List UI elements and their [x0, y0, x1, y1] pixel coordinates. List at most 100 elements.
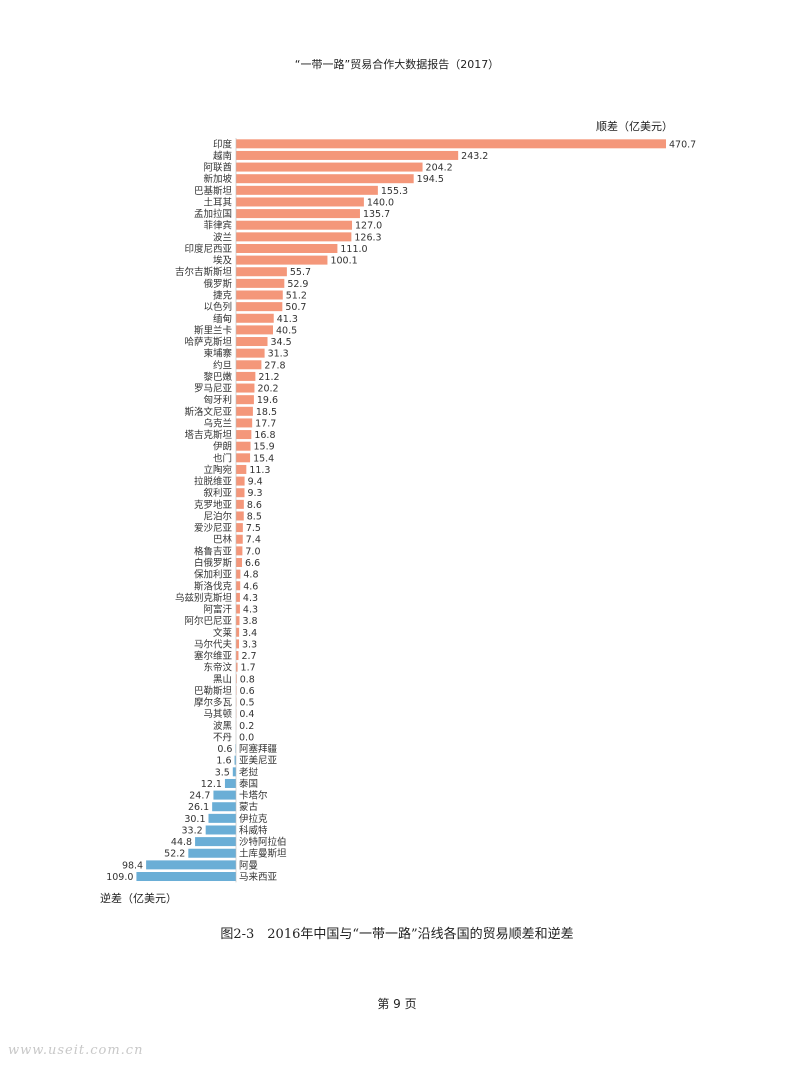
surplus-bar	[236, 616, 240, 626]
country-label: 克罗地亚	[194, 499, 233, 511]
value-label: 100.1	[330, 256, 357, 267]
country-label: 斯洛伐克	[194, 580, 233, 592]
surplus-bar	[236, 651, 239, 661]
country-label: 老挝	[239, 766, 259, 778]
value-label: 243.2	[461, 151, 488, 162]
surplus-bar	[236, 139, 666, 149]
country-label: 伊朗	[213, 441, 232, 453]
value-label: 26.1	[188, 802, 209, 813]
country-label: 泰国	[239, 778, 258, 790]
country-label: 波兰	[213, 231, 232, 243]
country-label: 叙利亚	[203, 487, 232, 499]
value-label: 21.2	[258, 372, 279, 383]
value-label: 2.7	[241, 651, 256, 662]
country-label: 乌克兰	[203, 417, 232, 429]
value-label: 470.7	[669, 139, 696, 150]
surplus-bar	[236, 627, 240, 637]
surplus-bar	[236, 639, 240, 649]
deficit-bar	[188, 848, 236, 858]
value-label: 34.5	[271, 337, 292, 348]
surplus-bar	[236, 430, 252, 440]
value-label: 52.9	[287, 279, 308, 290]
surplus-bar	[236, 476, 245, 486]
surplus-bar	[236, 418, 253, 428]
value-label: 4.6	[243, 581, 258, 592]
value-label: 7.4	[246, 535, 261, 546]
country-label: 孟加拉国	[194, 208, 232, 220]
value-label: 16.8	[254, 430, 275, 441]
surplus-bar	[236, 557, 243, 567]
value-label: 1.6	[216, 756, 231, 767]
value-label: 8.5	[247, 511, 262, 522]
value-label: 98.4	[122, 860, 143, 871]
surplus-bar	[236, 488, 245, 498]
surplus-bar	[236, 220, 353, 230]
deficit-bar	[232, 767, 236, 777]
country-label: 亚美尼亚	[239, 755, 278, 767]
country-label: 菲律宾	[203, 220, 232, 232]
country-label: 埃及	[213, 255, 233, 267]
country-label: 卡塔尔	[239, 790, 268, 802]
value-label: 135.7	[363, 209, 390, 220]
surplus-bar	[236, 499, 244, 509]
value-label: 155.3	[381, 186, 408, 197]
surplus-bar	[236, 150, 459, 160]
deficit-bar	[136, 872, 236, 882]
value-label: 18.5	[256, 407, 277, 418]
value-label: 3.3	[242, 639, 257, 650]
country-label: 马尔代夫	[194, 638, 233, 650]
surplus-bar	[236, 174, 414, 184]
country-label: 罗马尼亚	[194, 384, 233, 395]
surplus-bar	[236, 453, 251, 463]
country-label: 保加利亚	[194, 569, 233, 581]
surplus-bar	[236, 592, 240, 602]
surplus-bar	[236, 406, 253, 416]
value-label: 7.5	[246, 523, 261, 534]
value-label: 109.0	[106, 872, 133, 883]
country-label: 巴基斯坦	[194, 185, 233, 197]
value-label: 27.8	[264, 360, 285, 371]
country-label: 柬埔寨	[203, 348, 232, 360]
country-label: 斯洛文尼亚	[184, 406, 232, 418]
surplus-bar	[236, 534, 243, 544]
surplus-bar	[236, 162, 423, 172]
country-label: 也门	[213, 452, 232, 464]
watermark: www.useit.com.cn	[8, 1043, 144, 1058]
surplus-bar	[236, 255, 328, 265]
value-label: 9.3	[247, 488, 262, 499]
surplus-bar	[236, 581, 241, 591]
value-label: 8.6	[247, 500, 262, 511]
value-label: 19.6	[257, 395, 278, 406]
value-label: 24.7	[189, 791, 210, 802]
surplus-bar	[236, 395, 254, 405]
surplus-bar	[236, 360, 262, 370]
value-label: 44.8	[171, 837, 192, 848]
surplus-bar	[236, 348, 265, 358]
value-label: 1.7	[241, 663, 256, 674]
value-label: 4.8	[243, 570, 258, 581]
country-label: 巴勒斯坦	[194, 685, 233, 697]
country-label: 蒙古	[239, 801, 259, 813]
value-label: 20.2	[257, 384, 278, 395]
country-label: 乌兹别克斯坦	[175, 592, 233, 604]
value-label: 3.8	[242, 616, 257, 627]
value-label: 140.0	[367, 197, 394, 208]
surplus-bar	[236, 523, 243, 533]
country-label: 波黑	[213, 720, 233, 732]
country-label: 拉脱维亚	[194, 476, 233, 488]
country-label: 越南	[213, 150, 232, 162]
value-label: 15.4	[253, 453, 274, 464]
surplus-bar	[236, 441, 251, 451]
surplus-axis-label: 顺差（亿美元）	[596, 119, 673, 133]
country-label: 印度	[213, 138, 233, 150]
value-label: 0.5	[239, 698, 254, 709]
surplus-bar	[236, 604, 240, 614]
country-label: 吉尔吉斯斯坦	[175, 266, 233, 278]
value-label: 41.3	[277, 314, 298, 325]
page-header: “一带一路”贸易合作大数据报告（2017）	[294, 58, 500, 71]
country-label: 沙特阿拉伯	[239, 836, 287, 848]
country-label: 阿联酋	[203, 162, 232, 174]
country-label: 马来西亚	[239, 872, 278, 883]
value-label: 30.1	[184, 814, 205, 825]
